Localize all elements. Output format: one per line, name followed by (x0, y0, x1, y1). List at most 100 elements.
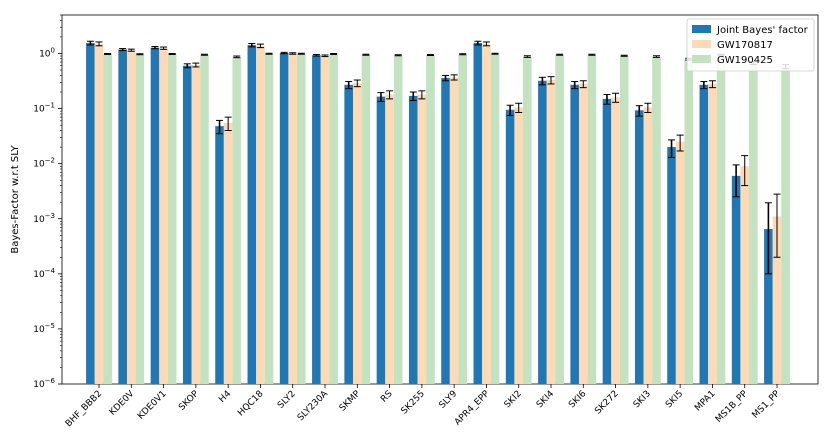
bar (441, 77, 450, 385)
y-tick-label: 10−2 (33, 157, 55, 170)
bar (200, 54, 209, 384)
legend-label: GW170817 (717, 40, 773, 51)
bar (320, 55, 330, 384)
bar (602, 98, 612, 384)
bar (523, 56, 532, 384)
bar (570, 84, 579, 385)
x-tick-label: SLY2 (276, 389, 298, 411)
x-tick-label: SKOP (177, 389, 201, 413)
x-tick-label: SKI6 (567, 389, 588, 410)
bar (135, 54, 145, 385)
x-tick-label: SLY9 (438, 389, 460, 411)
x-tick-label: SKMP (338, 389, 363, 414)
bar (215, 126, 224, 384)
bar (740, 166, 750, 384)
bar (473, 43, 483, 385)
bar (279, 53, 289, 384)
y-tick-label: 10−4 (33, 267, 55, 280)
bar (312, 55, 321, 384)
y-axis-title: Bayes-Factor w.r.t SLY (10, 144, 21, 253)
y-tick-label: 10−1 (33, 102, 55, 115)
bar (182, 65, 192, 384)
bar (578, 83, 588, 384)
bar (150, 47, 160, 384)
x-tick-label: MS1_PP (751, 389, 783, 421)
bar (223, 122, 233, 384)
x-tick-label: APR4_EPP (453, 389, 492, 428)
bar (716, 54, 726, 384)
bar (684, 59, 694, 385)
bar (634, 110, 644, 384)
bar (538, 80, 547, 384)
legend-label: GW190425 (717, 55, 773, 66)
bar (191, 64, 201, 385)
bar (376, 96, 386, 385)
bar (731, 175, 741, 384)
bar (159, 48, 168, 384)
bar (385, 94, 394, 385)
legend-box (686, 18, 815, 72)
x-tick-label: SK255 (400, 389, 427, 416)
bar (247, 45, 257, 385)
x-tick-label: MS1B_PP (714, 389, 750, 425)
legend-swatch (692, 25, 711, 33)
y-tick-label: 10−3 (33, 212, 55, 225)
bar (764, 229, 773, 384)
x-tick-label: SKI5 (664, 389, 685, 410)
bar (393, 55, 403, 384)
legend-swatch (692, 40, 711, 48)
legend-label: Joint Bayes' factor (716, 25, 809, 36)
x-tick-label: H4 (217, 389, 233, 405)
bar (232, 56, 242, 385)
bar (749, 63, 758, 385)
x-tick-label: HQC18 (236, 389, 266, 419)
bar (781, 66, 790, 385)
x-tick-label: SK272 (593, 389, 620, 416)
bar (288, 53, 298, 384)
plot-frame (61, 14, 819, 385)
bar (449, 77, 459, 384)
bar (667, 147, 676, 384)
bar (103, 53, 112, 384)
bar (514, 107, 524, 384)
bar (297, 53, 306, 385)
bar (619, 55, 629, 384)
x-tick-label: BHF_BBB2 (64, 389, 104, 429)
bar (344, 84, 353, 385)
bar (772, 216, 782, 384)
x-tick-label: KDE0V1 (136, 389, 169, 422)
x-tick-label: SKI3 (632, 389, 653, 410)
x-tick-label: SKI2 (503, 389, 524, 410)
bar (555, 54, 564, 384)
bar (675, 141, 685, 384)
bar (490, 53, 500, 385)
bar (86, 43, 95, 385)
bar (587, 54, 597, 384)
x-tick-label: KDE0V (108, 388, 137, 417)
bar (546, 80, 556, 385)
bar (482, 43, 491, 384)
bar (417, 94, 427, 385)
y-tick-label: 10−6 (33, 377, 55, 390)
bar (426, 54, 435, 385)
bar (167, 53, 177, 384)
y-tick-label: 10−5 (33, 322, 55, 335)
x-tick-label: SLY230A (296, 388, 331, 423)
bar (256, 45, 265, 385)
bar (505, 109, 515, 384)
bar (126, 50, 136, 384)
y-tick-label: 100 (39, 47, 55, 60)
bar (708, 83, 717, 384)
x-tick-label: RS (379, 389, 395, 405)
bar (118, 49, 127, 385)
bar (361, 54, 371, 384)
bar (699, 84, 709, 385)
bar (643, 107, 653, 384)
bar (264, 53, 274, 385)
x-tick-label: MPA1 (693, 389, 717, 413)
bar (652, 56, 661, 384)
bar (94, 43, 104, 384)
legend-swatch (692, 55, 711, 63)
